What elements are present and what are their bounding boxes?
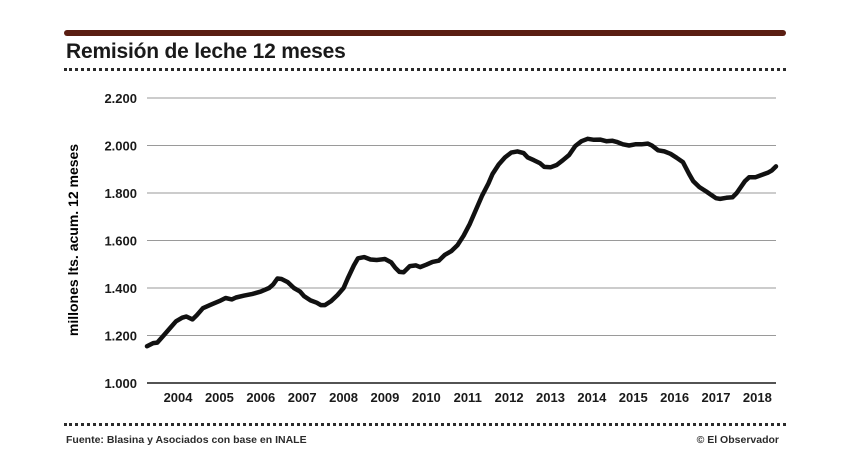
x-tick-label: 2014	[577, 390, 607, 405]
y-axis-label: millones lts. acum. 12 meses	[65, 144, 81, 336]
x-tick-label: 2004	[164, 390, 194, 405]
x-tick-label: 2006	[246, 390, 275, 405]
y-tick-label: 1.600	[104, 234, 137, 249]
x-tick-label: 2011	[454, 390, 482, 405]
y-axis-ticks: 1.000 1.200 1.400 1.600 1.800 2.000 2.200	[104, 91, 137, 391]
y-tick-label: 2.200	[104, 91, 137, 106]
x-axis-ticks: 2004 2005 2006 2007 2008 2009 2010 2011 2012 2013…	[164, 390, 772, 405]
y-tick-label: 1.400	[104, 281, 137, 296]
x-tick-label: 2018	[743, 390, 772, 405]
x-tick-label: 2013	[536, 390, 565, 405]
x-tick-label: 2017	[702, 390, 731, 405]
x-tick-label: 2009	[370, 390, 399, 405]
x-tick-label: 2010	[412, 390, 441, 405]
y-tick-label: 1.800	[104, 186, 137, 201]
credit-note: © El Observador	[696, 434, 779, 446]
source-note: Fuente: Blasina y Asociados con base en …	[66, 434, 307, 446]
y-tick-label: 1.000	[104, 376, 137, 391]
gridlines	[147, 97, 776, 384]
x-tick-label: 2008	[329, 390, 358, 405]
header-rule	[64, 30, 786, 36]
x-tick-label: 2016	[660, 390, 689, 405]
dotted-divider-bottom	[64, 423, 786, 426]
x-tick-label: 2015	[619, 390, 648, 405]
dotted-divider-top	[64, 68, 786, 71]
chart-title: Remisión de leche 12 meses	[66, 40, 346, 63]
x-tick-label: 2007	[288, 390, 317, 405]
y-tick-label: 2.000	[104, 139, 137, 154]
x-tick-label: 2005	[205, 390, 234, 405]
x-tick-label: 2012	[495, 390, 524, 405]
series-line	[144, 136, 779, 349]
y-tick-label: 1.200	[104, 329, 137, 344]
